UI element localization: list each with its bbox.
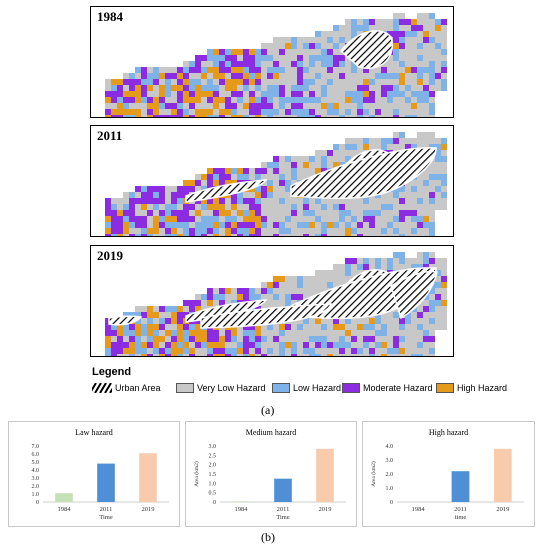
- map-panel-2011: 2011: [90, 125, 454, 237]
- y-tick-label: 1.0: [32, 492, 40, 498]
- y-tick-label: 3.0: [209, 444, 217, 450]
- bar-1984: [232, 501, 250, 502]
- y-tick-label: 4.0: [32, 468, 40, 474]
- y-tick-label: 2.0: [386, 472, 394, 478]
- map-year-label: 2019: [95, 248, 125, 264]
- legend-swatch: [176, 383, 194, 393]
- x-tick-label: 2011: [454, 506, 467, 513]
- legend-item-low: Low Hazard: [272, 381, 341, 395]
- hatch-swatch-icon: [92, 383, 112, 393]
- x-tick-label: 2011: [100, 506, 113, 513]
- urban-area: [339, 30, 393, 69]
- legend-swatch: [342, 383, 360, 393]
- legend-item-urban: Urban Area: [92, 381, 161, 395]
- map-panel-2019: 2019: [90, 245, 454, 357]
- y-tick-label: 2.0: [32, 484, 40, 490]
- y-tick-label: 1.0: [209, 481, 217, 487]
- bar-2011: [274, 478, 292, 502]
- legend-label: Urban Area: [115, 383, 161, 393]
- x-tick-label: 2019: [319, 506, 332, 513]
- bar-chart-svg: High hazard 0 1.0 2.0 3.0 4.0 Area (km2) 1984 20…: [370, 428, 524, 521]
- x-tick-label: 2019: [142, 506, 155, 513]
- y-tick-label: 2.5: [209, 453, 217, 459]
- x-tick-label: 1984: [235, 506, 249, 513]
- legend: Urban Area Very Low Hazard Low Hazard Mo…: [92, 381, 512, 395]
- x-axis-label: Time: [276, 514, 290, 521]
- y-tick-label: 0: [36, 500, 39, 506]
- legend-label: Low Hazard: [293, 383, 342, 393]
- urban-area: [108, 267, 438, 329]
- x-tick-label: 1984: [412, 506, 426, 513]
- legend-item-high: High Hazard: [436, 381, 507, 395]
- subfigure-label-b: (b): [261, 530, 275, 544]
- map-year-label: 1984: [95, 9, 125, 25]
- legend-label: Moderate Hazard: [363, 383, 433, 393]
- chart-high-hazard: High hazard 0 1.0 2.0 3.0 4.0 Area (km2) 1984 20…: [362, 421, 535, 527]
- y-tick-label: 5.0: [32, 460, 40, 466]
- y-tick-label: 0: [390, 500, 393, 506]
- y-tick-label: 7.0: [32, 444, 40, 450]
- y-axis-label: Area (km2): [193, 461, 200, 487]
- hazard-map-2011: [105, 132, 447, 236]
- bar-2019: [139, 453, 157, 502]
- legend-item-moderate: Moderate Hazard: [342, 381, 433, 395]
- bar-2011: [97, 463, 115, 502]
- x-tick-label: 2011: [277, 506, 290, 513]
- x-tick-label: 1984: [58, 506, 72, 513]
- y-tick-label: 4.0: [386, 444, 394, 450]
- y-tick-label: 0: [213, 500, 216, 506]
- legend-swatch: [272, 383, 290, 393]
- legend-label: High Hazard: [457, 383, 508, 393]
- x-axis-label: Time: [99, 514, 113, 521]
- map-panel-1984: 1984: [90, 6, 454, 118]
- legend-item-very-low: Very Low Hazard: [176, 381, 266, 395]
- urban-area: [185, 147, 437, 203]
- y-tick-label: 2.0: [209, 463, 217, 469]
- bar-2019: [316, 448, 334, 502]
- legend-label: Very Low Hazard: [197, 383, 266, 393]
- legend-swatch: [436, 383, 454, 393]
- chart-medium-hazard: Medium hazard 0 0.5 1.0 1.5 2.0 2.5 3.0 Area (km…: [185, 421, 357, 527]
- x-tick-label: 2019: [496, 506, 509, 513]
- y-tick-label: 3.0: [386, 458, 394, 464]
- bar-2019: [493, 448, 512, 502]
- chart-title: High hazard: [429, 428, 468, 437]
- hazard-map-1984: [105, 13, 447, 117]
- y-axis-label: Area (km2): [370, 461, 377, 487]
- bar-2011: [451, 471, 470, 502]
- chart-low-hazard: Law hazard 0 1.0 2.0 3.0 4.0 5.0 6.0 7.0 1984 2011…: [8, 421, 180, 527]
- map-year-label: 2011: [95, 128, 125, 144]
- bar-chart-svg: Medium hazard 0 0.5 1.0 1.5 2.0 2.5 3.0 Area (km…: [193, 428, 346, 521]
- chart-title: Medium hazard: [246, 428, 296, 437]
- hazard-map-2019: [105, 252, 447, 356]
- subfigure-label-a: (a): [261, 403, 275, 417]
- y-tick-label: 0.5: [209, 491, 217, 497]
- x-axis-label: time: [455, 514, 467, 521]
- y-tick-label: 6.0: [32, 452, 40, 458]
- y-tick-label: 3.0: [32, 476, 40, 482]
- map-cells: [105, 13, 447, 117]
- y-tick-label: 1.5: [209, 472, 217, 478]
- y-tick-label: 1.0: [386, 486, 394, 492]
- legend-title: Legend: [92, 366, 132, 378]
- chart-title: Law hazard: [75, 428, 113, 437]
- bar-1984: [55, 493, 73, 502]
- bar-chart-svg: Law hazard 0 1.0 2.0 3.0 4.0 5.0 6.0 7.0 1984 2011…: [32, 428, 169, 521]
